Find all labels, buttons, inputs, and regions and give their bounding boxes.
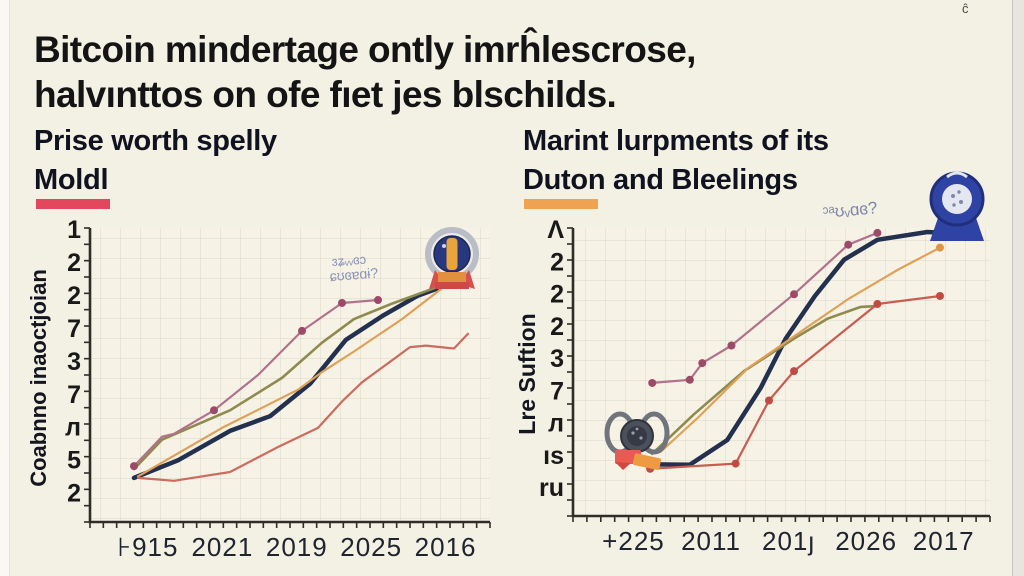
data-point-red-marker-line [731,459,740,468]
left-chart-heading-line2: Moldl [34,163,109,196]
y-tick-label: 2 [67,249,81,277]
data-point-red-marker-line [873,300,882,309]
left-edge-strip [0,0,10,576]
x-tick-label: 2019 [266,532,328,562]
data-point-rose-marker-line [698,359,707,368]
right-heading-accent-bar [524,199,598,209]
right-edge-strip [1012,0,1024,576]
line-series-dark-navy-curve [131,281,453,481]
y-tick-label: 7 [67,315,81,343]
data-point-red-marker-line [764,396,773,405]
y-tick-label: 3 [67,348,81,376]
badge-annotation-note: ᵓᵃʊᵥɑɞ? [822,198,878,222]
data-point-rose-marker-line [298,326,306,335]
y-tick-label: 2 [550,281,564,309]
data-point-rose-marker-line [727,341,736,350]
left-chart-heading-line1: Prise worth spelly [34,125,277,157]
y-tick-label: 5 [67,447,81,475]
y-tick-label: 1 [67,218,81,244]
data-point-red-marker-line [935,291,944,300]
x-tick-label: 2025 [340,532,402,562]
annotation-line2: ɕʊɞɐɑɨ? [329,265,379,284]
x-tick-label: ⊦915 [118,532,179,562]
data-point-rose-marker-line [338,298,346,307]
y-tick-label: л [548,410,564,438]
right-chart-heading-line1: Marint lurpments of its [523,125,829,157]
data-point-rose-marker-line [648,378,657,387]
y-tick-label: 7 [550,377,564,405]
seal-badge-icon [604,411,670,470]
globe-badge-icon [929,171,985,241]
y-tick-label: 2 [550,313,564,341]
plot-layer: +225 2011 201ȷ 2026 2017 Λ 2 2 2 3 7 л ıs ru [539,216,991,556]
page-title-line1: Bitcoin mindertage ontly imrĥlescrose, [34,28,696,70]
y-tick-label: 2 [67,282,81,310]
x-tick-label: 2016 [415,532,477,562]
right-chart-heading: Marint lurpments of its Duton and Bleeli… [523,122,983,199]
y-tick-label: ru [539,474,564,502]
grid-lines [90,228,490,522]
plot-layer: ⊦915 2021 2019 2025 2016 1 2 2 7 3 7 л 5 2 [65,218,491,562]
line-series-orange-line [659,246,942,453]
y-axis-title: Lre Suftion [514,313,540,434]
x-tick-label: 2021 [191,532,253,562]
y-tick-label: 3 [550,345,564,373]
page-title-line2: halvınttos on ofe fıet jes blschilds. [34,73,617,115]
data-point-red-marker-line [790,367,799,376]
x-tick-label: +225 [602,526,665,556]
data-point-rose-marker-line [130,462,138,471]
data-point-rose-marker-line [844,240,853,249]
line-series-salmon-line [136,332,470,482]
data-point-rose-marker-line [790,290,799,299]
medal-badge-icon [425,227,479,289]
x-tick-label: 2026 [835,526,897,556]
left-heading-accent-bar [36,199,110,209]
data-point-rose-marker-line [873,228,882,237]
data-point-rose-marker-line [210,406,218,415]
right-line-chart: +225 2011 201ȷ 2026 2017 Λ 2 2 2 3 7 л ıs ru Lre Suft… [514,171,991,556]
annotation-line1: ɜʑᵥᵥɞɔ [331,252,366,269]
y-tick-label: Λ [547,216,564,244]
right-chart-heading-line2: Duton and Bleelings [523,163,798,196]
y-tick-label: 7 [67,381,81,409]
left-line-chart: ⊦915 2021 2019 2025 2016 1 2 2 7 3 7 л 5 2 Coabnno in… [26,218,491,562]
line-series-red-marker-line [649,294,942,470]
line-series-dark-navy-curve [641,229,947,467]
data-point-rose-marker-line [374,296,382,305]
line-series-olive-line [650,304,879,456]
y-tick-label: 2 [550,248,564,276]
data-point-orange-line [935,243,944,252]
grid-lines [573,228,990,516]
y-tick-label: л [65,414,81,442]
line-series-orange-line [136,287,444,478]
line-series-rose-marker-line [132,298,380,468]
page-title: Bitcoin mindertage ontly imrĥlescrose, h… [34,27,934,117]
badge-annotation-note: ɜʑᵥᵥɞɔ ɕʊɞɐɑɨ? [329,252,379,284]
y-tick-label: ıs [543,442,564,470]
y-axis-title: Coabnno inaoctjoian [26,269,51,487]
stray-artifact-glyph: ĉ [962,1,969,16]
x-tick-label: 201ȷ [762,526,815,556]
x-tick-label: 2011 [681,526,741,556]
y-tick-label: 2 [67,480,81,508]
data-point-rose-marker-line [685,375,694,384]
left-chart-heading: Prise worth spelly Moldl [34,122,494,199]
x-tick-label: 2017 [913,526,975,556]
